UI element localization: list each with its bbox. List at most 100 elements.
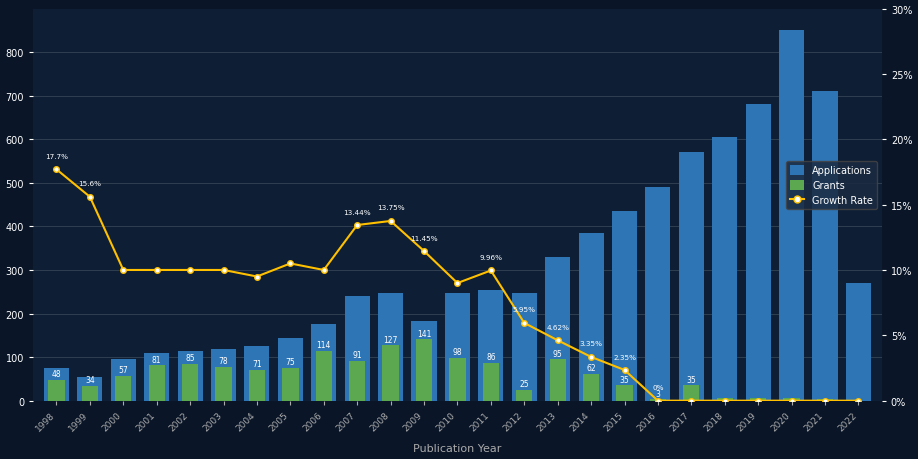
Bar (77, 377, 103, 401)
Text: 141: 141 (417, 329, 431, 338)
Bar (311, 325, 336, 401)
Bar (216, 367, 231, 401)
Bar (44, 368, 69, 401)
Growth Rate (619, 367, 630, 373)
Bar (817, 399, 834, 401)
Bar (416, 340, 432, 401)
Text: 2.35%: 2.35% (613, 354, 636, 360)
Bar (244, 347, 270, 401)
Text: 13.75%: 13.75% (376, 205, 405, 211)
Bar (683, 386, 700, 401)
Bar (616, 386, 633, 401)
Growth Rate (586, 354, 597, 360)
Bar (49, 380, 64, 401)
Text: 15.6%: 15.6% (78, 181, 101, 187)
Bar (712, 138, 737, 401)
Bar (278, 338, 303, 401)
Bar (550, 359, 565, 401)
Bar (545, 257, 570, 401)
Bar (478, 290, 503, 401)
Growth Rate (486, 268, 497, 274)
Bar (845, 283, 871, 401)
Growth Rate (319, 268, 330, 273)
Growth Rate (753, 398, 764, 403)
Bar (645, 188, 670, 401)
Line: Growth Rate: Growth Rate (53, 167, 861, 403)
Bar (612, 212, 637, 401)
Growth Rate (452, 280, 463, 286)
Bar (383, 346, 398, 401)
Growth Rate (352, 223, 363, 228)
Bar (678, 153, 704, 401)
Bar (182, 364, 198, 401)
Growth Rate (185, 268, 196, 273)
Text: 17.7%: 17.7% (45, 153, 68, 160)
Growth Rate (419, 249, 430, 254)
Bar (282, 368, 298, 401)
Bar (378, 293, 403, 401)
Bar (249, 370, 265, 401)
Text: 0%: 0% (652, 384, 664, 390)
Text: 78: 78 (218, 356, 229, 365)
Bar (316, 351, 332, 401)
Text: 35: 35 (687, 375, 696, 384)
Text: 3.35%: 3.35% (579, 341, 602, 347)
Growth Rate (519, 320, 530, 326)
Bar (516, 390, 532, 401)
Bar (583, 374, 599, 401)
Growth Rate (786, 398, 797, 403)
Growth Rate (686, 398, 697, 403)
Growth Rate (151, 268, 162, 273)
Bar (82, 386, 98, 401)
Bar (779, 31, 804, 401)
Bar (211, 349, 236, 401)
X-axis label: Publication Year: Publication Year (413, 443, 501, 453)
Growth Rate (84, 195, 95, 200)
Bar (511, 293, 537, 401)
Text: 127: 127 (384, 335, 397, 344)
Text: 3: 3 (655, 389, 660, 398)
Bar (411, 322, 437, 401)
Text: 62: 62 (587, 363, 596, 372)
Text: 81: 81 (152, 355, 162, 364)
Bar (812, 92, 837, 401)
Bar (111, 359, 136, 401)
Bar (650, 399, 666, 401)
Bar (177, 351, 203, 401)
Legend: Applications, Grants, Growth Rate: Applications, Grants, Growth Rate (786, 162, 877, 210)
Growth Rate (118, 268, 129, 273)
Bar (483, 364, 499, 401)
Text: 95: 95 (553, 349, 563, 358)
Growth Rate (853, 398, 864, 403)
Growth Rate (820, 398, 831, 403)
Bar (745, 105, 771, 401)
Bar (149, 365, 165, 401)
Bar (349, 361, 365, 401)
Text: 9.96%: 9.96% (479, 254, 502, 260)
Bar (344, 297, 370, 401)
Text: 85: 85 (185, 353, 195, 362)
Bar (717, 398, 733, 401)
Text: 5.95%: 5.95% (513, 307, 536, 313)
Growth Rate (218, 268, 230, 273)
Bar (783, 398, 800, 401)
Bar (445, 293, 470, 401)
Growth Rate (653, 398, 664, 403)
Text: 13.44%: 13.44% (343, 209, 371, 215)
Growth Rate (285, 261, 296, 267)
Text: 11.45%: 11.45% (410, 235, 438, 241)
Bar (144, 353, 169, 401)
Text: 114: 114 (317, 341, 331, 349)
Growth Rate (51, 167, 62, 173)
Growth Rate (552, 338, 563, 343)
Growth Rate (252, 274, 263, 280)
Text: 35: 35 (620, 375, 630, 384)
Text: 4.62%: 4.62% (546, 324, 569, 330)
Text: 75: 75 (285, 358, 296, 366)
Bar (750, 398, 767, 401)
Growth Rate (719, 398, 730, 403)
Bar (578, 234, 604, 401)
Text: 25: 25 (520, 379, 529, 388)
Text: 91: 91 (353, 351, 362, 359)
Text: 34: 34 (85, 375, 95, 384)
